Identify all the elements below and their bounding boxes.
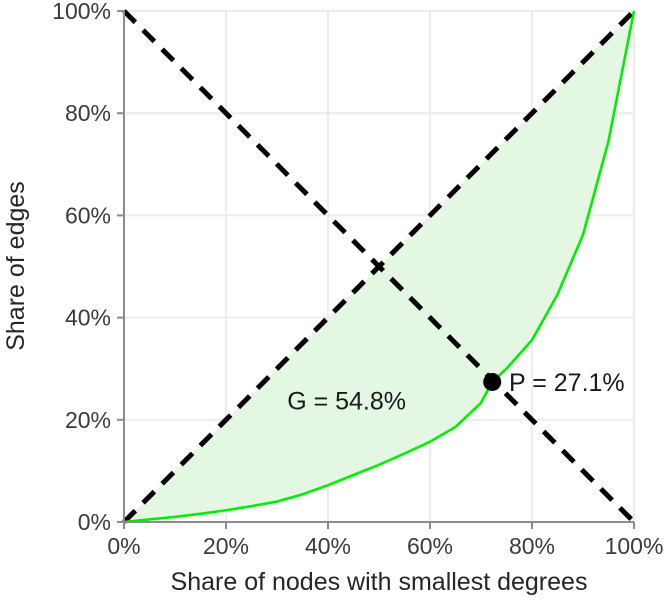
y-tick-label: 0% xyxy=(78,509,111,535)
x-tick-label: 100% xyxy=(605,533,664,559)
y-tick-label: 80% xyxy=(65,100,111,126)
y-axis-title: Share of edges xyxy=(2,181,30,351)
palma-point-marker xyxy=(483,372,502,391)
y-tick-label: 100% xyxy=(52,0,111,24)
lorenz-curve-line xyxy=(123,10,636,524)
x-tick-label: 80% xyxy=(509,533,555,559)
x-tick-label: 20% xyxy=(203,533,249,559)
x-tick-label: 0% xyxy=(107,533,140,559)
x-tick-label: 60% xyxy=(407,533,453,559)
y-tick-label: 20% xyxy=(65,407,111,433)
y-tick-label: 40% xyxy=(65,305,111,331)
gini-annotation: G = 54.8% xyxy=(287,388,406,416)
palma-annotation: P = 27.1% xyxy=(509,369,625,397)
x-tick-labels: 0% 20% 40% 60% 80% 100% xyxy=(107,533,663,559)
x-axis-title: Share of nodes with smallest degrees xyxy=(171,568,588,596)
x-tick-label: 40% xyxy=(305,533,351,559)
equality-dashed-line xyxy=(122,9,636,524)
y-tick-labels: 0% 20% 40% 60% 80% 100% xyxy=(52,0,111,535)
y-tick-label: 60% xyxy=(65,202,111,228)
axis-ticks xyxy=(117,10,635,529)
